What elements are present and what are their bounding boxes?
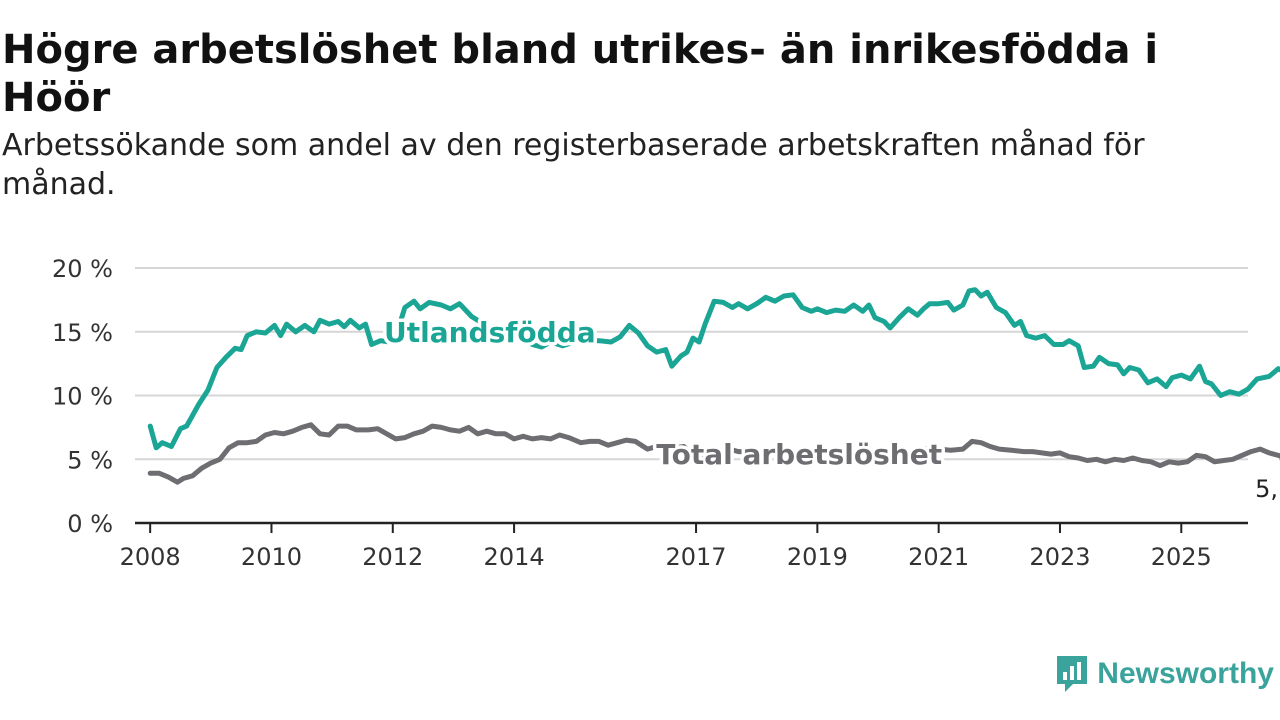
x-tick-label: 2021 (908, 543, 969, 571)
x-tick-label: 2014 (484, 543, 545, 571)
x-axis-ticks: 2008 2010 2012 2014 2017 2019 2021 2023 2025 (120, 523, 1212, 571)
chart-title: Högre arbetslöshet bland utrikes- än inr… (2, 27, 1159, 121)
x-tick-label: 2023 (1029, 543, 1090, 571)
grid-lines (135, 267, 1248, 525)
newsworthy-logo-icon (1057, 656, 1088, 692)
series-labels: Utlandsfödda Total arbetslöshet 5,1 % (380, 312, 1280, 505)
y-tick-label: 5 % (67, 446, 113, 474)
y-tick-label: 15 % (52, 319, 113, 347)
series-label-utlandsfodda: Utlandsfödda (384, 316, 596, 349)
series-line-total (147, 422, 1280, 485)
chart-subtitle: Arbetssökande som andel av den registerb… (2, 128, 1145, 202)
series-line-utlandsfodda (147, 287, 1280, 451)
line-chart: 0 %5 %10 %15 %20 % 2008 2010 2012 2014 2017 2… (52, 255, 1280, 571)
x-tick-label: 2019 (787, 543, 848, 571)
y-tick-label: 10 % (52, 383, 113, 411)
newsworthy-logo: Newsworthy (1055, 652, 1274, 696)
series-lines (147, 287, 1280, 485)
x-tick-label: 2017 (666, 543, 727, 571)
x-tick-label: 2010 (241, 543, 302, 571)
x-tick-label: 2025 (1151, 543, 1212, 571)
x-tick-label: 2012 (362, 543, 423, 571)
y-axis-ticks: 0 % 5 % 10 % 15 % 20 % (52, 255, 113, 538)
y-tick-label: 20 % (52, 255, 113, 283)
series-label-total: Total arbetslöshet (656, 438, 942, 471)
y-tick-label: 0 % (67, 510, 113, 538)
brand-name: Newsworthy (1097, 657, 1274, 690)
x-tick-label: 2008 (120, 543, 181, 571)
end-value-label: 5,1 % (1255, 475, 1280, 503)
